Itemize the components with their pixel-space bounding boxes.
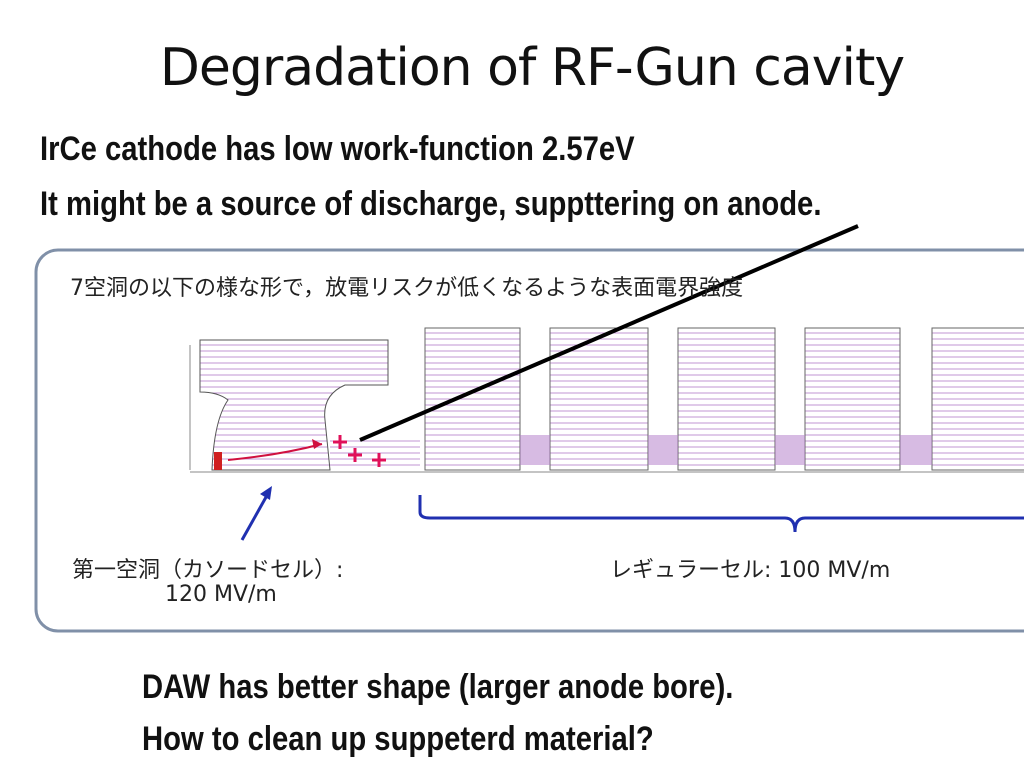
- conclusion-line: How to clean up suppeterd material?: [142, 720, 654, 758]
- slide-title: Degradation of RF-Gun cavity: [159, 38, 905, 98]
- cathode-cell-field: 120 MV/m: [165, 582, 277, 607]
- figure-caption: 7空洞の以下の様な形で，放電リスクが低くなるような表面電界強度: [70, 276, 744, 301]
- cavity-plot: [189, 327, 1024, 473]
- cathode-arrow: [240, 489, 272, 541]
- conclusion-line: DAW has better shape (larger anode bore)…: [142, 668, 734, 706]
- regular-cell-label: レギュラーセル: 100 MV/m: [610, 558, 891, 583]
- cathode-cell-label: 第一空洞（カソードセル）:: [72, 558, 344, 583]
- arrow-head: [260, 486, 272, 500]
- intro-line: IrCe cathode has low work-function 2.57e…: [40, 130, 635, 168]
- intro-line: It might be a source of discharge, suppt…: [40, 185, 822, 223]
- arrow-head: [312, 439, 322, 449]
- discharge-marks: [333, 435, 386, 467]
- regular-bracket: [418, 495, 1024, 533]
- pointer-line: [359, 224, 859, 442]
- cathode: [214, 452, 222, 470]
